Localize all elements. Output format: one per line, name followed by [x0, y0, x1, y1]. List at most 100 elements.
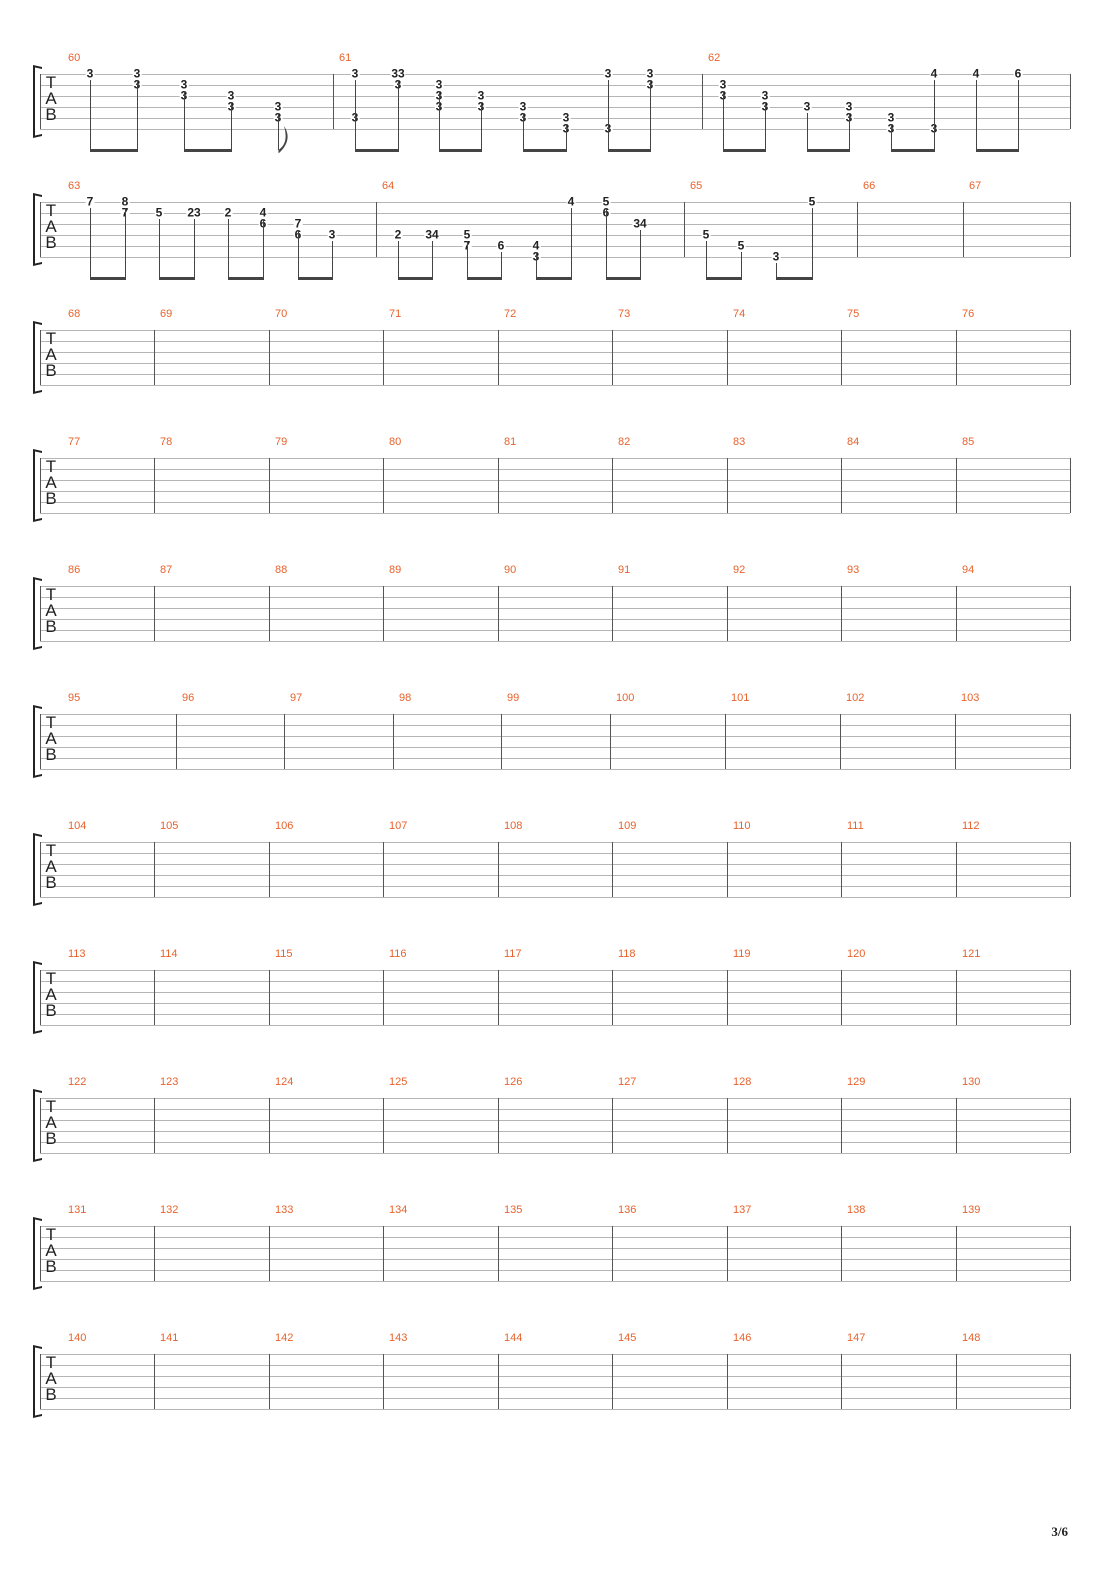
fret-number: 23: [186, 205, 202, 220]
string-line: [40, 1025, 1070, 1026]
barline: [684, 202, 685, 257]
note-beam: [536, 277, 572, 280]
tab-system: T A B 95 96 97 98 99 100 101 102 103: [0, 690, 1110, 790]
barline: [1070, 458, 1071, 513]
fret-number: 5: [462, 227, 472, 242]
note-beam: [439, 149, 482, 152]
measure-number: 104: [68, 820, 87, 832]
system-bracket: [33, 1346, 43, 1417]
tab-clef-letter: T: [45, 713, 57, 732]
note-stem: [398, 241, 399, 278]
note-stem: [934, 80, 935, 150]
note-stem: [723, 91, 724, 150]
tab-system: T A B 86 87 88 89 90 91 92 93 94: [0, 562, 1110, 662]
tab-clef-letter: T: [45, 585, 57, 604]
tab-clef-letter: T: [45, 1353, 57, 1372]
tab-clef-letter: A: [45, 89, 57, 108]
string-line: [40, 1120, 1070, 1121]
string-line: [40, 736, 1070, 737]
string-line: [40, 96, 1070, 97]
barline: [176, 714, 177, 769]
measure-number: 73: [618, 308, 631, 320]
barline: [841, 458, 842, 513]
barline: [727, 1354, 728, 1409]
string-line: [40, 107, 1070, 108]
measure-number: 64: [382, 180, 395, 192]
measure-number: 147: [847, 1332, 866, 1344]
barline: [1070, 202, 1071, 257]
string-line: [40, 458, 1070, 459]
barline: [702, 74, 703, 129]
measure-number: 133: [275, 1204, 294, 1216]
measure-number: 89: [389, 564, 402, 576]
string-line: [40, 1398, 1070, 1399]
measure-number: 61: [339, 52, 352, 64]
barline: [1070, 1354, 1071, 1409]
fret-number: 3: [226, 88, 236, 103]
measure-number: 135: [504, 1204, 523, 1216]
start-barline: [40, 842, 41, 897]
measure-number: 68: [68, 308, 81, 320]
string-line: [40, 480, 1070, 481]
string-line: [40, 129, 1070, 130]
string-line: [40, 1409, 1070, 1410]
tab-system: T A B 131 132 133 134 135 136 137 138 139: [0, 1202, 1110, 1302]
fret-number: 2: [223, 205, 233, 220]
barline: [284, 714, 285, 769]
fret-number: 3: [85, 66, 95, 81]
string-line: [40, 1248, 1070, 1249]
barline: [269, 1098, 270, 1153]
barline: [1070, 1226, 1071, 1281]
system-bracket: [33, 578, 43, 649]
measure-number: 112: [962, 820, 980, 832]
string-line: [40, 1098, 1070, 1099]
barline: [612, 1098, 613, 1153]
tab-clef-letter: B: [45, 617, 57, 636]
string-line: [40, 992, 1070, 993]
string-line: [40, 202, 1070, 203]
tab-clef-letter: A: [45, 985, 57, 1004]
note-beam: [776, 277, 813, 280]
measure-number: 140: [68, 1332, 87, 1344]
string-line: [40, 246, 1070, 247]
measure-number: 105: [160, 820, 179, 832]
fret-number: 5: [701, 227, 711, 242]
barline: [1070, 842, 1071, 897]
string-line: [40, 725, 1070, 726]
measure-number: 80: [389, 436, 402, 448]
fret-number: 3: [603, 66, 613, 81]
barline: [1070, 970, 1071, 1025]
measure-number: 113: [68, 948, 86, 960]
measure-number: 145: [618, 1332, 637, 1344]
barline: [841, 970, 842, 1025]
barline: [1070, 1098, 1071, 1153]
measure-number: 139: [962, 1204, 981, 1216]
barline: [498, 970, 499, 1025]
measure-number: 70: [275, 308, 288, 320]
tab-clef-letter: A: [45, 857, 57, 876]
tab-clef-letter: B: [45, 105, 57, 124]
note-stem: [467, 241, 468, 278]
note-beam: [608, 149, 651, 152]
measure-number: 128: [733, 1076, 752, 1088]
barline: [154, 1226, 155, 1281]
fret-number: 7: [85, 194, 95, 209]
fret-number: 3: [561, 110, 571, 125]
fret-number: 3: [327, 227, 337, 242]
measure-number: 142: [275, 1332, 294, 1344]
measure-number: 110: [733, 820, 751, 832]
note-stem: [90, 80, 91, 150]
tab-clef-letter: T: [45, 457, 57, 476]
barline: [727, 586, 728, 641]
start-barline: [40, 202, 41, 257]
barline: [956, 1354, 957, 1409]
barline: [269, 970, 270, 1025]
tab-clef-letter: T: [45, 1225, 57, 1244]
tab-system: T A B 68 69 70 71 72 73 74 75 76: [0, 306, 1110, 406]
barline: [612, 586, 613, 641]
fret-number: 6: [1013, 66, 1023, 81]
tab-clef-letter: A: [45, 345, 57, 364]
fret-number: 3: [132, 66, 142, 81]
barline: [956, 330, 957, 385]
note-stem: [278, 113, 279, 150]
